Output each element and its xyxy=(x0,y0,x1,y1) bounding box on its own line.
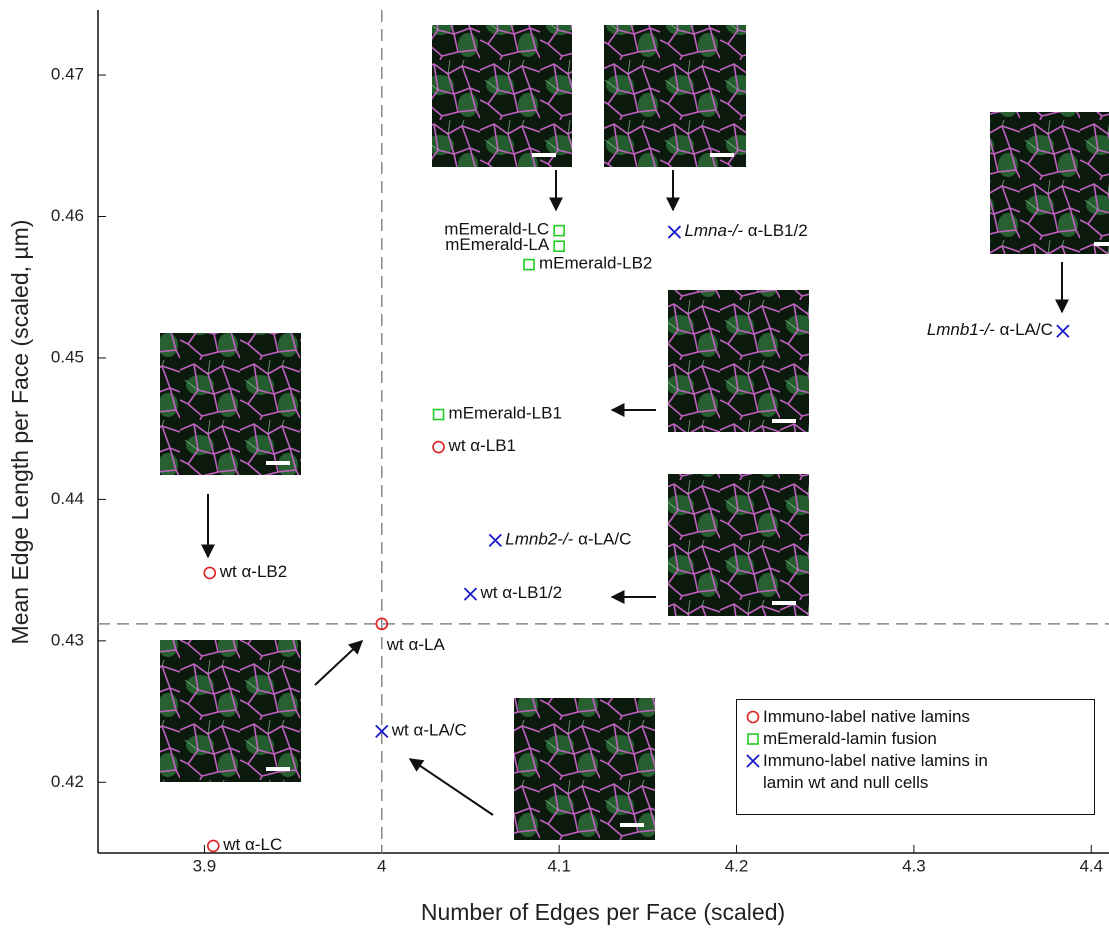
insets xyxy=(160,25,1109,840)
label: α-LA/C xyxy=(578,530,631,549)
x-tick-label: 4.2 xyxy=(725,856,749,875)
point-label: Lmnb2-/- α-LA/C xyxy=(505,530,631,549)
y-tick-label: 0.45 xyxy=(51,347,84,366)
label: wt α-LB2 xyxy=(219,562,287,581)
point-label: wt α-LB1 xyxy=(448,437,516,456)
arrows xyxy=(201,170,1069,816)
gene-label: Lmna-/- xyxy=(684,222,743,241)
y-tick-label: 0.46 xyxy=(51,206,84,225)
point xyxy=(432,408,445,421)
point-label: wt α-LB2 xyxy=(219,562,287,581)
y-tick-label: 0.44 xyxy=(51,489,84,508)
point-label: wt α-LA xyxy=(386,635,446,654)
legend-label: Immuno-label native lamins in lamin wt a… xyxy=(763,751,988,792)
point xyxy=(203,566,217,580)
legend-symbol xyxy=(747,733,759,745)
x-tick-label: 4.3 xyxy=(902,856,926,875)
series: wt α-LB2 wt α-LA wt α-LB1 wt α-LC xyxy=(203,437,516,854)
micrograph xyxy=(160,640,301,782)
micrograph xyxy=(514,698,655,840)
gene-label: Lmnb2-/- xyxy=(505,530,573,549)
x-axis-title: Number of Edges per Face (scaled) xyxy=(421,899,785,925)
point xyxy=(432,440,445,454)
point-label: Lmna-/- α-LB1/2 xyxy=(684,222,807,241)
label: wt α-LA xyxy=(386,635,446,654)
label: α-LA/C xyxy=(1000,321,1053,340)
legend-entry: mEmerald-lamin fusion xyxy=(745,728,1086,750)
micrograph xyxy=(160,333,301,475)
point-label: wt α-LB1/2 xyxy=(479,584,562,603)
x-tick-label: 3.9 xyxy=(193,856,217,875)
x-tick-label: 4.1 xyxy=(547,856,571,875)
legend-symbol xyxy=(746,710,760,724)
label: mEmerald-LC xyxy=(444,220,549,239)
point xyxy=(375,617,389,631)
legend-marker xyxy=(747,733,759,745)
scale-bars xyxy=(266,153,1109,827)
point-label: mEmerald-LA xyxy=(445,236,550,255)
point xyxy=(463,587,478,601)
y-tick-label: 0.42 xyxy=(51,772,84,791)
legend-entry: Immuno-label native lamins in lamin wt a… xyxy=(745,750,1086,794)
gene-label: Lmnb1-/- xyxy=(927,321,995,340)
micrograph xyxy=(432,25,572,167)
point-label: mEmerald-LB1 xyxy=(449,404,562,423)
point-label: wt α-LA/C xyxy=(391,721,467,740)
label: α-LB1/2 xyxy=(748,222,808,241)
point xyxy=(1056,324,1070,338)
point-label: mEmerald-LB2 xyxy=(539,254,652,273)
label: wt α-LB1/2 xyxy=(479,584,562,603)
legend-label: Immuno-label native lamins xyxy=(763,707,970,726)
legend-marker xyxy=(746,710,760,724)
x-tick-label: 4 xyxy=(377,856,386,875)
label: mEmerald-LA xyxy=(445,236,550,255)
point xyxy=(375,724,389,738)
y-tick-label: 0.47 xyxy=(51,65,84,84)
point-label: mEmerald-LC xyxy=(444,220,549,239)
label: wt α-LA/C xyxy=(391,721,467,740)
micrograph xyxy=(668,290,809,432)
micrograph xyxy=(990,112,1109,254)
point-label: wt α-LC xyxy=(222,835,282,854)
micrograph xyxy=(604,25,746,167)
point xyxy=(488,533,502,548)
label: wt α-LC xyxy=(222,835,282,854)
legend-entry: Immuno-label native lamins xyxy=(745,706,1086,728)
label: mEmerald-LB1 xyxy=(449,404,562,423)
y-axis-title: Mean Edge Length per Face (scaled, µm) xyxy=(7,220,33,645)
label: mEmerald-LB2 xyxy=(539,254,652,273)
point xyxy=(553,240,565,253)
point xyxy=(523,258,535,271)
legend: Immuno-label native lamins mEmerald-lamin… xyxy=(736,699,1095,815)
micrograph xyxy=(668,474,809,616)
point xyxy=(553,224,565,237)
legend-label: mEmerald-lamin fusion xyxy=(763,729,937,748)
point xyxy=(667,225,682,239)
point xyxy=(206,839,220,853)
legend-symbol xyxy=(746,754,760,768)
point-label: Lmnb1-/- α-LA/C xyxy=(927,321,1053,340)
legend-marker xyxy=(746,754,760,768)
y-tick-label: 0.43 xyxy=(51,630,84,649)
label: wt α-LB1 xyxy=(448,437,516,456)
x-tick-label: 4.4 xyxy=(1079,856,1103,875)
